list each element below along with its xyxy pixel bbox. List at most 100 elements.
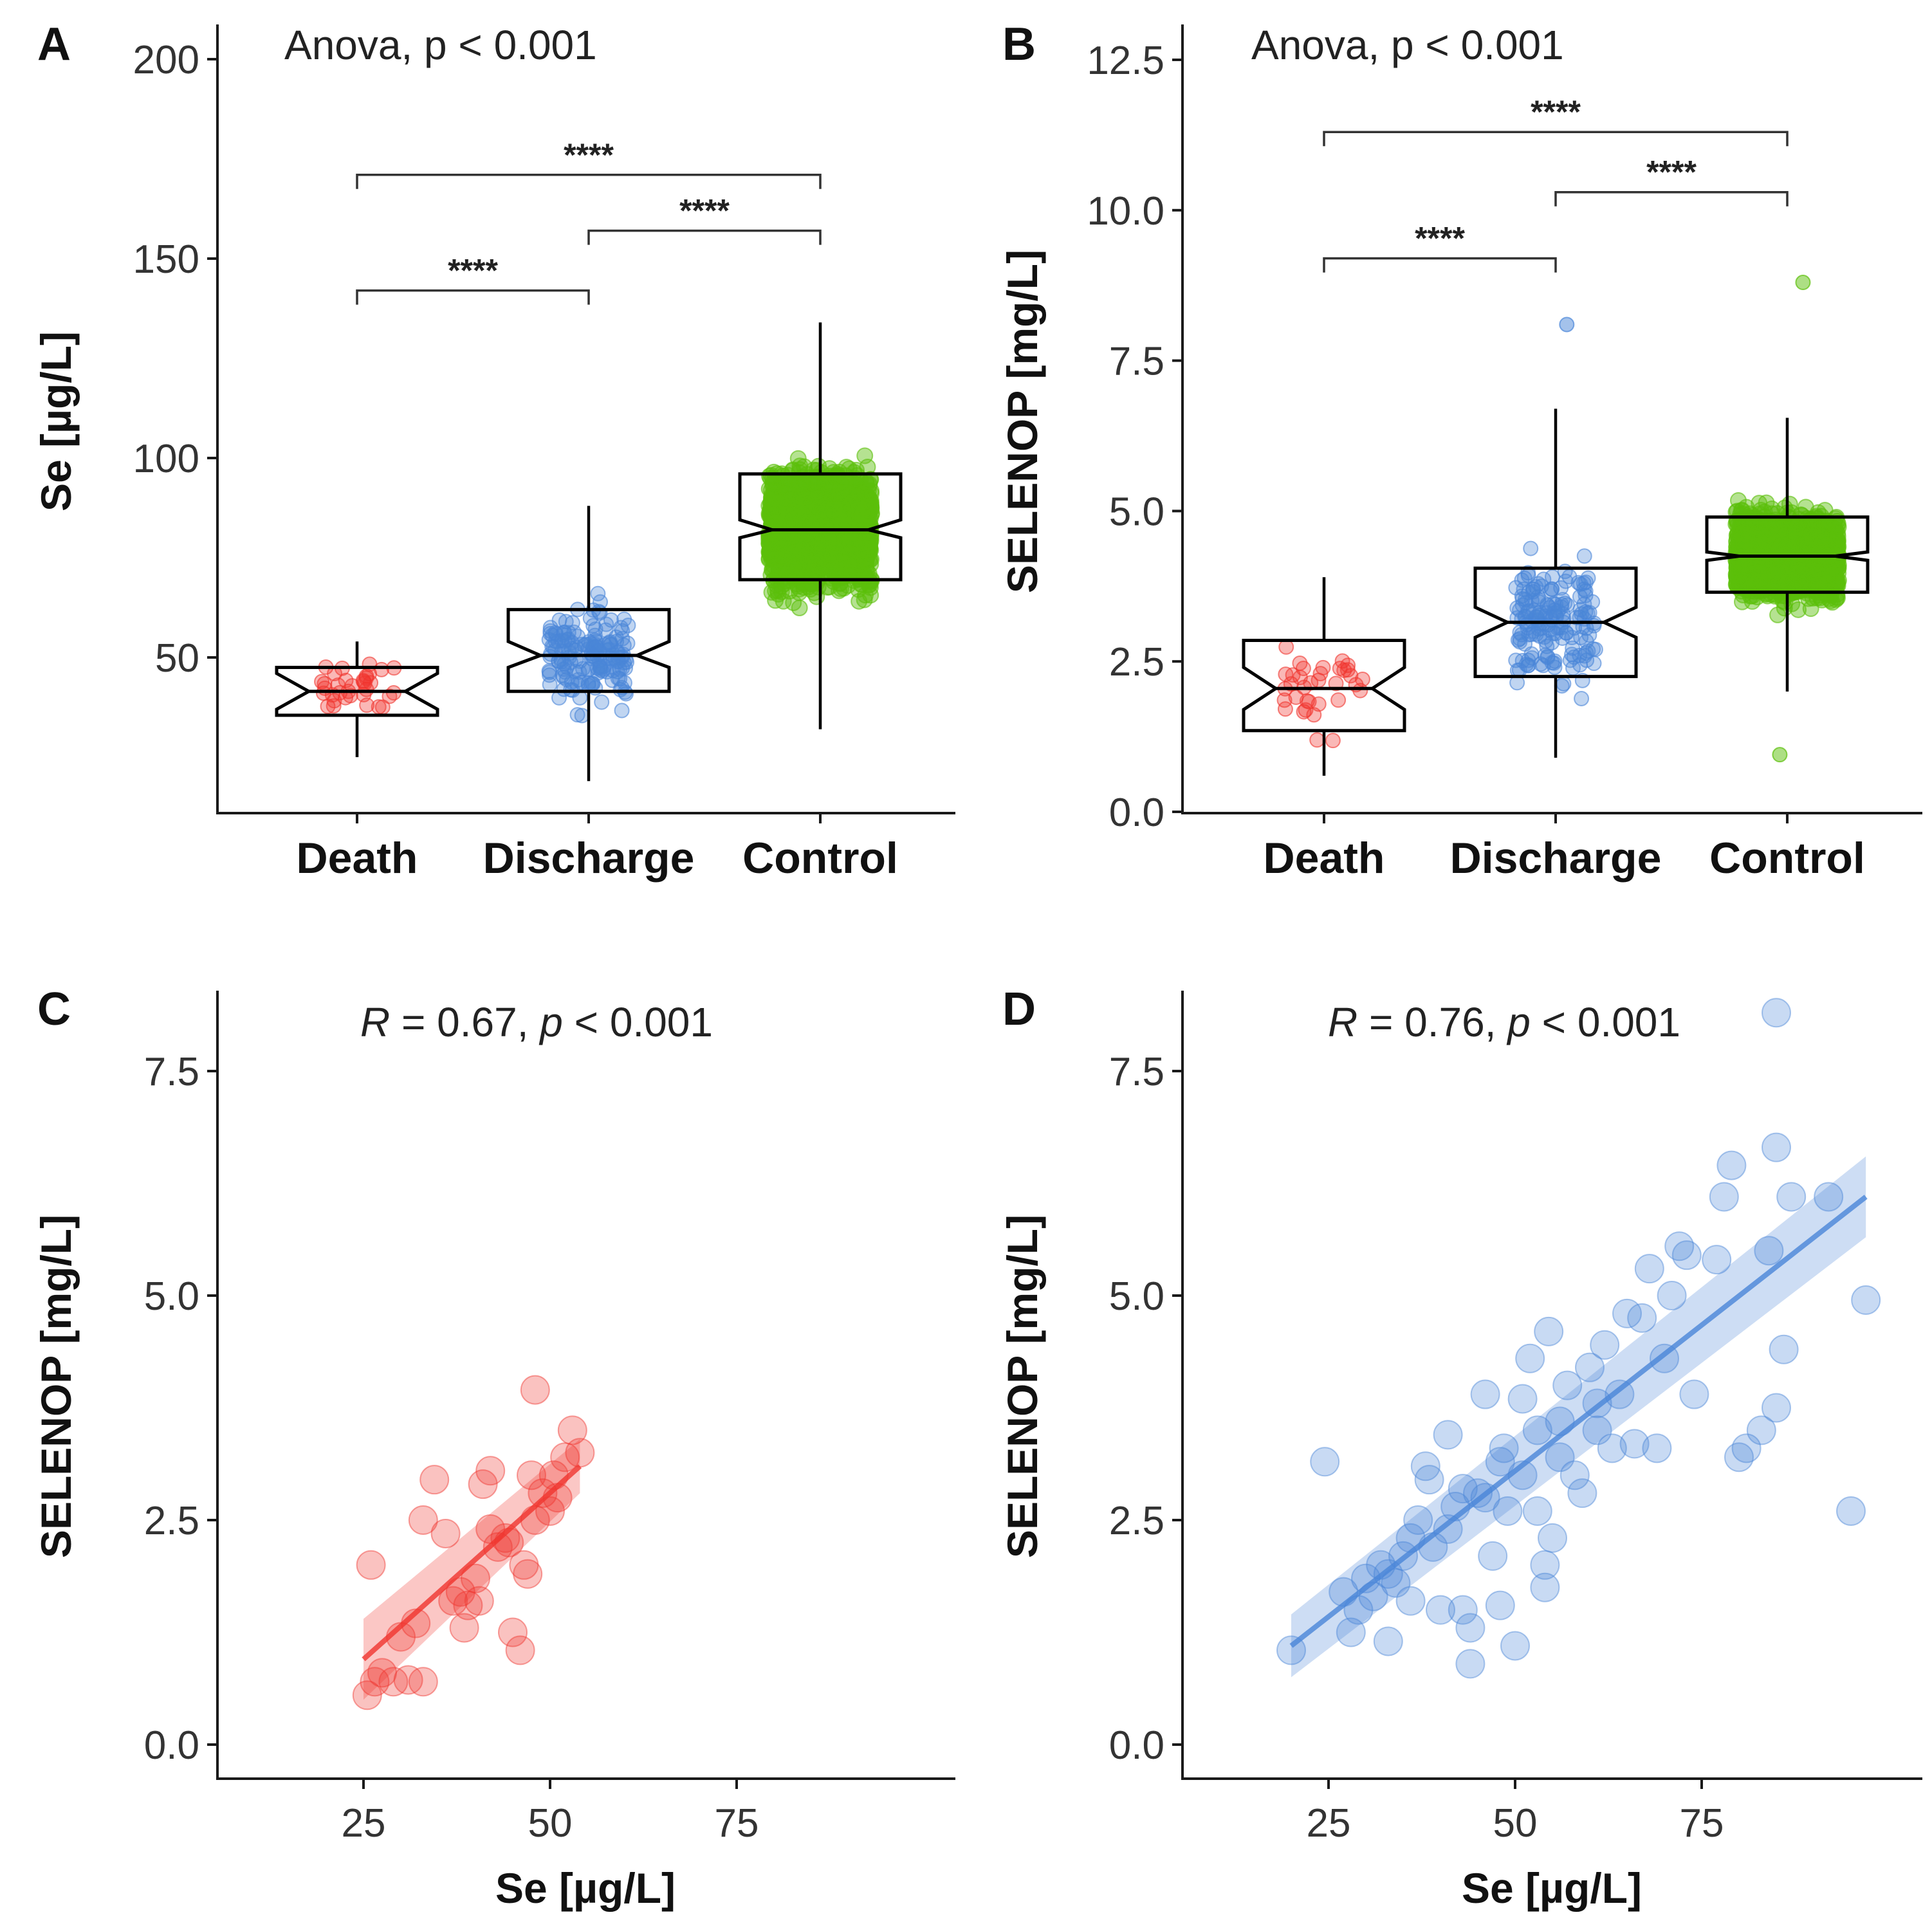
- panel-b-plot-area: 0.0 2.5 5.0 7.5 10.0 12.5 Death Discharge Contro…: [1087, 39, 1870, 883]
- panel-d-xtick-label: 25: [1307, 1801, 1351, 1846]
- panel-a-point: [809, 473, 826, 491]
- panel-a-point: [314, 674, 330, 690]
- panel-c-ytick-label: 2.5: [144, 1499, 199, 1543]
- panel-a-point: [849, 497, 866, 515]
- panel-c-point: [513, 1559, 543, 1589]
- panel-b-point: [1810, 522, 1828, 539]
- panel-b-ytick-label: 12.5: [1087, 39, 1164, 83]
- panel-c-letter: C: [37, 984, 71, 1035]
- panel-d-point: [1395, 1586, 1426, 1616]
- panel-d-r-symbol: R: [1328, 999, 1357, 1045]
- panel-b-point: [1770, 564, 1787, 581]
- panel-a-point: [608, 629, 624, 645]
- panel-d-xtick-label: 75: [1680, 1801, 1724, 1846]
- panel-b-point: [1520, 652, 1536, 668]
- panel-a-point: [598, 622, 614, 638]
- panel-a-point: [594, 663, 611, 679]
- panel-b-point: [1565, 640, 1581, 656]
- panel-a-point: [763, 583, 780, 601]
- panel-a-point: [541, 667, 557, 683]
- panel-d-point: [1754, 1236, 1784, 1266]
- panel-d-ytick-label: 2.5: [1109, 1499, 1164, 1543]
- panel-d-x-axis-title: Se [µg/L]: [1462, 1864, 1642, 1912]
- panel-d-ytick-label: 0.0: [1109, 1723, 1164, 1768]
- panel-a-category-label: Discharge: [483, 834, 695, 883]
- panel-d-point: [1702, 1245, 1732, 1275]
- panel-d-point: [1545, 1442, 1575, 1472]
- panel-c-y-axis-title: SELENOP [mg/L]: [32, 1215, 80, 1558]
- panel-b-point: [1572, 601, 1588, 618]
- panel-b-ytick-label: 0.0: [1109, 791, 1164, 835]
- panel-a-point: [591, 603, 607, 619]
- panel-b-bracket-line: [1323, 257, 1557, 273]
- panel-a-point: [326, 698, 342, 714]
- panel-a-point: [614, 630, 630, 647]
- panel-b-point: [1343, 668, 1359, 684]
- panel-d-point: [1716, 1150, 1747, 1180]
- panel-b-point: [1532, 604, 1548, 620]
- panel-b-significance-label: ****: [1646, 154, 1697, 190]
- panel-a-point: [780, 505, 798, 522]
- panel-a-category-label: Death: [297, 834, 418, 883]
- panel-b-point: [1277, 701, 1293, 717]
- panel-a-point: [374, 699, 391, 715]
- panel-a-point: [338, 672, 354, 688]
- panel-b-bracket-line: [1323, 131, 1789, 147]
- panel-c-point: [464, 1586, 494, 1616]
- panel-b-point: [1558, 573, 1574, 589]
- panel-b-significance-label: ****: [1531, 94, 1581, 130]
- panel-a-comparison-bracket: ****: [356, 253, 590, 305]
- panel-b-box-control: [1705, 417, 1870, 692]
- panel-c-point: [430, 1518, 461, 1548]
- panel-d-xtick-label: 50: [1493, 1801, 1538, 1846]
- panel-d-y-axis-title: SELENOP [mg/L]: [998, 1215, 1046, 1558]
- panel-b-point: [1514, 627, 1530, 643]
- panel-a-significance-label: ****: [448, 253, 498, 289]
- panel-b-bracket-line: [1554, 190, 1789, 206]
- panel-a-point: [856, 447, 874, 464]
- panel-d-point: [1515, 1343, 1545, 1373]
- panel-a-ytick-label: 50: [155, 636, 199, 681]
- panel-b-comparison-bracket: ****: [1554, 154, 1789, 206]
- panel-c-p-value: < 0.001: [563, 999, 713, 1045]
- panel-d-point: [1310, 1447, 1340, 1477]
- panel-a-point: [594, 694, 610, 710]
- panel-b-anova-annotation: Anova, p < 0.001: [1251, 22, 1564, 68]
- panel-a-point: [800, 578, 817, 596]
- panel-c-xtick-label: 25: [342, 1801, 386, 1846]
- panel-c-p-symbol: p: [538, 999, 563, 1045]
- panel-d-point: [1478, 1541, 1508, 1571]
- panel-b-point: [1744, 572, 1762, 589]
- panel-c-xtick-label: 75: [715, 1801, 759, 1846]
- panel-d-point: [1671, 1240, 1702, 1270]
- panel-c-point: [356, 1550, 386, 1580]
- panel-a-point: [547, 642, 563, 658]
- panel-d-point: [1507, 1384, 1538, 1414]
- panel-d-point: [1769, 1334, 1799, 1364]
- panel-a-point: [833, 484, 850, 502]
- panel-b-point: [1787, 580, 1805, 598]
- panel-a-comparison-bracket: ****: [356, 137, 822, 189]
- panel-d-point: [1470, 1379, 1500, 1409]
- panel-a-plot-area: 50 100 150 200 Death Discharge Control **** ****…: [133, 38, 903, 883]
- panel-d-point: [1657, 1281, 1687, 1310]
- panel-c-x-axis-title: Se [µg/L]: [495, 1864, 676, 1912]
- panel-c-ytick-label: 7.5: [144, 1050, 199, 1094]
- panel-a-point: [326, 693, 342, 709]
- panel-a-significance-label: ****: [679, 193, 730, 229]
- panel-a-y-axis-title: Se [µg/L]: [32, 331, 80, 511]
- panel-a-ytick-label: 100: [133, 437, 199, 481]
- panel-a-ytick-label: 150: [133, 237, 199, 282]
- panel-b-point: [1576, 548, 1592, 564]
- panel-a-comparison-bracket: ****: [587, 193, 822, 245]
- panel-b-ytick-label: 2.5: [1109, 640, 1164, 684]
- panel-b-point: [1729, 492, 1747, 509]
- panel-a-point: [590, 585, 606, 601]
- panel-b-y-axis-title: SELENOP [mg/L]: [998, 250, 1046, 593]
- panel-d-point: [1814, 1182, 1844, 1212]
- panel-c-xtick-label: 50: [528, 1801, 573, 1846]
- panel-d-letter: D: [1002, 984, 1036, 1035]
- panel-a-letter: A: [37, 19, 71, 70]
- panel-d-point: [1530, 1572, 1560, 1602]
- panel-b-category-label: Death: [1264, 834, 1385, 883]
